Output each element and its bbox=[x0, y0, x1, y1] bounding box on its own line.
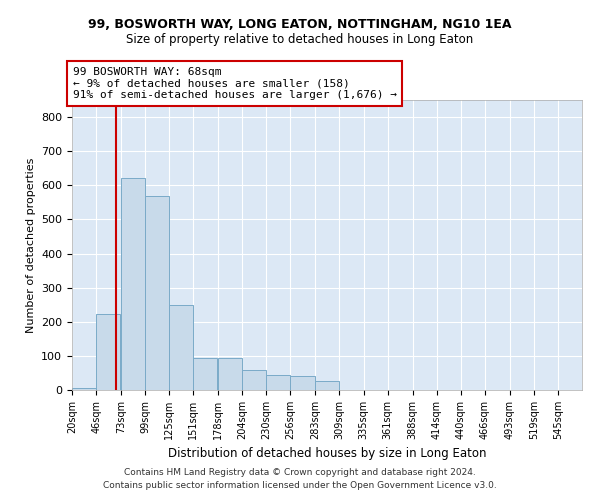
Y-axis label: Number of detached properties: Number of detached properties bbox=[26, 158, 35, 332]
Bar bbox=[193, 358, 217, 390]
X-axis label: Distribution of detached houses by size in Long Eaton: Distribution of detached houses by size … bbox=[168, 448, 486, 460]
Bar bbox=[145, 196, 169, 390]
Bar bbox=[218, 358, 242, 390]
Bar bbox=[316, 382, 340, 390]
Text: Size of property relative to detached houses in Long Eaton: Size of property relative to detached ho… bbox=[127, 32, 473, 46]
Text: Contains public sector information licensed under the Open Government Licence v3: Contains public sector information licen… bbox=[103, 480, 497, 490]
Bar bbox=[266, 374, 290, 390]
Text: 99, BOSWORTH WAY, LONG EATON, NOTTINGHAM, NG10 1EA: 99, BOSWORTH WAY, LONG EATON, NOTTINGHAM… bbox=[88, 18, 512, 30]
Bar bbox=[242, 370, 266, 390]
Text: Contains HM Land Registry data © Crown copyright and database right 2024.: Contains HM Land Registry data © Crown c… bbox=[124, 468, 476, 477]
Bar bbox=[72, 388, 96, 390]
Bar bbox=[169, 304, 193, 390]
Text: 99 BOSWORTH WAY: 68sqm
← 9% of detached houses are smaller (158)
91% of semi-det: 99 BOSWORTH WAY: 68sqm ← 9% of detached … bbox=[73, 67, 397, 100]
Bar bbox=[290, 376, 314, 390]
Bar bbox=[121, 178, 145, 390]
Bar bbox=[96, 314, 120, 390]
